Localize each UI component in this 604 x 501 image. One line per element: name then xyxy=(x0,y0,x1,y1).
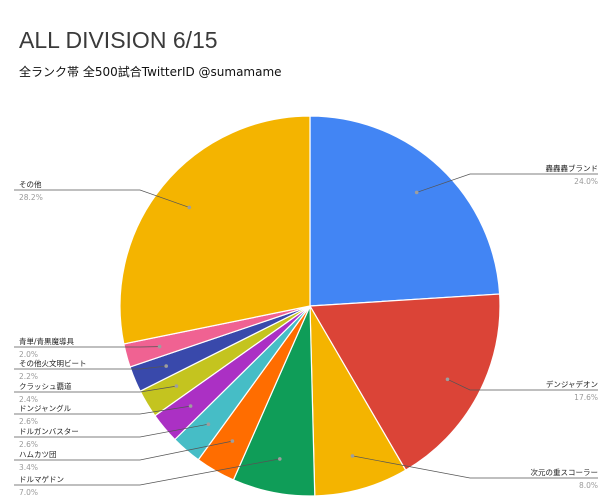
slice-percent-1: 24.0% xyxy=(574,177,598,186)
slice-percent-2: 17.6% xyxy=(574,393,598,402)
leader-line-4 xyxy=(14,458,280,486)
slice-label-1: 轟轟轟ブランド xyxy=(546,163,599,173)
leader-line-7 xyxy=(14,405,191,415)
pie-slice-2 xyxy=(308,293,501,471)
leader-dot-3 xyxy=(350,454,355,458)
slice-label-4: ドルマゲドン xyxy=(19,475,64,484)
leader-line-1 xyxy=(416,173,598,193)
slice-label-6: ドルガンバスター xyxy=(19,426,79,436)
pie-slice-11 xyxy=(119,115,311,345)
slice-percent-10: 2.0% xyxy=(19,350,38,359)
slice-percent-9: 2.2% xyxy=(19,372,38,381)
leader-dot-11 xyxy=(187,205,192,210)
leader-dot-2 xyxy=(445,377,450,382)
leader-line-6 xyxy=(14,423,209,438)
leader-dot-10 xyxy=(157,344,162,349)
leader-dot-1 xyxy=(414,190,419,195)
leader-dot-8 xyxy=(174,384,179,388)
slice-label-10: 青単/青黒魔導具 xyxy=(19,336,75,346)
slice-label-9: その他火文明ビート xyxy=(19,358,87,368)
slice-percent-3: 8.0% xyxy=(579,481,598,490)
chart-title: ALL DIVISION 6/15 xyxy=(19,27,218,53)
leader-line-8 xyxy=(14,385,177,393)
leader-dot-6 xyxy=(206,422,211,427)
chart-subtitle: 全ランク帯 全500試合TwitterID @sumamame xyxy=(19,64,282,79)
leader-line-9 xyxy=(14,365,167,370)
pie-slices xyxy=(119,115,501,497)
slice-percent-7: 2.6% xyxy=(19,417,38,426)
slice-label-5: ハムカツ団 xyxy=(19,450,57,459)
leader-line-5 xyxy=(14,440,233,461)
slice-labels: 轟轟轟ブランド 24.0% デンジャデオン 17.6% 次元の重スコーラー 8.0% ドルマ… xyxy=(19,163,598,497)
slice-label-11: その他 xyxy=(19,179,42,189)
slice-percent-6: 2.6% xyxy=(19,440,38,449)
slice-label-8: クラッシュ覇道 xyxy=(19,381,72,391)
pie-slice-3 xyxy=(309,305,407,497)
leader-line-3 xyxy=(352,455,598,479)
slice-label-7: ドンジャングル xyxy=(19,403,72,413)
leader-line-11 xyxy=(14,189,190,208)
leader-dot-5 xyxy=(230,439,235,443)
leader-dot-9 xyxy=(164,364,168,368)
leader-line-2 xyxy=(447,378,598,391)
leader-dot-7 xyxy=(188,404,193,408)
pie-slice-1 xyxy=(309,115,501,307)
slice-percent-8: 2.4% xyxy=(19,395,38,404)
slice-label-2: デンジャデオン xyxy=(546,379,598,389)
slice-percent-5: 3.4% xyxy=(19,463,38,472)
slice-percent-11: 28.2% xyxy=(19,193,43,202)
slice-label-3: 次元の重スコーラー xyxy=(531,467,599,477)
label-leaders xyxy=(14,173,598,486)
leader-dot-4 xyxy=(278,457,282,461)
slice-percent-4: 7.0% xyxy=(19,488,38,497)
